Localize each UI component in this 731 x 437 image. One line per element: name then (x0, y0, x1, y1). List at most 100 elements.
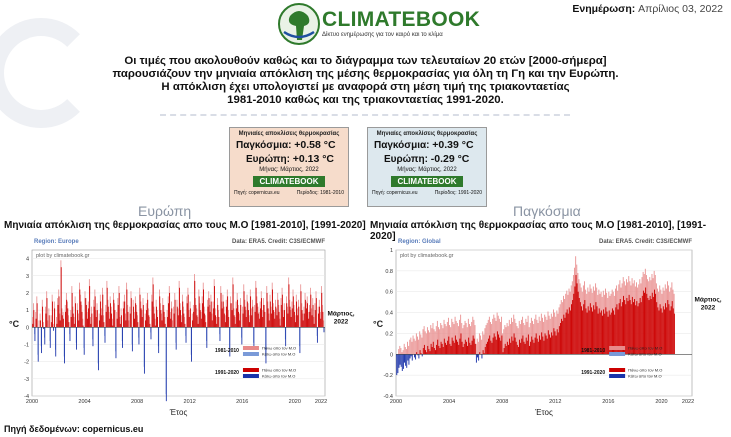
anomaly-bar (543, 340, 545, 355)
anomaly-bar (412, 335, 414, 355)
anomaly-bar (618, 303, 620, 355)
anomaly-bar (537, 341, 539, 355)
anomaly-bar (198, 296, 200, 328)
anomaly-bar (117, 304, 119, 328)
anomaly-bar (639, 297, 641, 355)
anomaly-bar (285, 327, 287, 347)
anomaly-bar (427, 345, 429, 355)
anomaly-bar (598, 308, 600, 355)
anomaly-bar (442, 328, 444, 355)
anomaly-bar (83, 327, 85, 355)
anomaly-bar (38, 320, 40, 328)
anomaly-bar (418, 354, 420, 359)
anomaly-bar (158, 327, 160, 354)
anomaly-bar (609, 314, 611, 355)
legend-period: 1981-2010 (581, 348, 605, 354)
anomaly-bar (430, 343, 432, 355)
anomaly-bar (44, 327, 46, 345)
anomaly-bar (112, 325, 114, 328)
anomaly-bar (113, 299, 115, 328)
y-axis-label: °C (9, 319, 20, 329)
anomaly-bar (50, 322, 52, 328)
anomaly-bar (134, 318, 136, 328)
anomaly-bar (522, 335, 524, 355)
anomaly-bar (54, 308, 56, 328)
anomaly-bar (404, 346, 406, 355)
anomaly-bar (502, 333, 504, 355)
box-global-label: Παγκόσμια: (374, 140, 430, 151)
anomaly-bar (453, 324, 455, 355)
climatebook-logo[interactable] (276, 2, 456, 46)
region-label: Region: Global (398, 239, 441, 245)
anomaly-bar (417, 336, 418, 355)
anomaly-bar (658, 310, 660, 355)
anomaly-bar (241, 327, 243, 345)
anomaly-bar (457, 341, 459, 355)
anomaly-bar (615, 307, 617, 355)
anomaly-bar (506, 323, 508, 355)
box-europe-label: Ευρώπη: (246, 154, 290, 165)
anomaly-bar (449, 343, 451, 355)
anomaly-bar (292, 296, 294, 328)
anomaly-bar (64, 327, 65, 364)
anomaly-bar (251, 315, 253, 328)
anomaly-bar (175, 327, 177, 350)
anomaly-bar (73, 316, 75, 328)
anomaly-bar (414, 340, 416, 355)
box-europe-value: +0.13 °C (292, 153, 335, 165)
anomaly-bar (311, 315, 313, 328)
anomaly-bar (553, 328, 555, 355)
anomaly-bar (70, 316, 72, 328)
anomaly-bar (429, 351, 431, 355)
legend-swatch-above (609, 368, 626, 372)
anomaly-bar (226, 306, 227, 328)
anomaly-bar (91, 313, 93, 328)
y-tick-label: 0 (26, 325, 29, 331)
anomaly-bar (210, 301, 212, 328)
box-source: Πηγή: copernicus.eu (234, 190, 280, 196)
anomaly-bar (154, 318, 156, 328)
anomaly-bar (517, 328, 519, 355)
anomaly-bar (560, 323, 561, 355)
anomaly-bar (620, 306, 622, 355)
anomaly-bar (45, 313, 47, 328)
y-tick-label: -3 (24, 377, 29, 383)
box-month: Μήνας: Μάρτιος, 2022 (259, 167, 319, 173)
box-heading: Μηνιαίες αποκλίσεις θερμοκρασίας (238, 131, 340, 137)
anomaly-bar (611, 308, 613, 355)
anomaly-bar (656, 302, 658, 355)
legend-swatch-above (609, 346, 626, 350)
anomaly-bar (398, 354, 400, 368)
anomaly-bar (32, 316, 33, 328)
anomaly-bar (525, 318, 527, 355)
anomaly-bar (202, 303, 203, 328)
anomaly-bar (164, 323, 166, 328)
anomaly-bar (413, 338, 415, 355)
anomaly-bar (123, 308, 125, 328)
annotation-year: 2022 (701, 305, 716, 312)
anomaly-bar (563, 314, 565, 355)
anomaly-bar (409, 354, 411, 359)
anomaly-bar (273, 310, 275, 328)
anomaly-bar (519, 339, 521, 355)
anomaly-bar (461, 323, 463, 355)
anomaly-bar (505, 345, 507, 355)
anomaly-bar (401, 354, 403, 371)
anomaly-bar (420, 353, 422, 355)
anomaly-bar (529, 323, 531, 355)
logo-tagline: Δίκτυο ενημέρωσης για τον καιρό και το κ… (322, 32, 443, 38)
x-tick-label: 2008 (496, 399, 508, 405)
y-tick-label: 3 (26, 274, 29, 280)
y-tick-label: 0.6 (385, 290, 393, 296)
anomaly-bar (73, 323, 75, 328)
anomaly-bar (242, 313, 244, 328)
anomaly-bar (168, 303, 169, 328)
anomaly-bar (295, 322, 296, 328)
region-label: Region: Europe (34, 239, 79, 245)
anomaly-bar (517, 346, 519, 355)
box-europe-label: Ευρώπη: (384, 154, 428, 165)
anomaly-bar (184, 323, 186, 328)
anomaly-bar (512, 340, 514, 355)
anomaly-bar (566, 309, 568, 355)
anomaly-bar (480, 335, 482, 355)
